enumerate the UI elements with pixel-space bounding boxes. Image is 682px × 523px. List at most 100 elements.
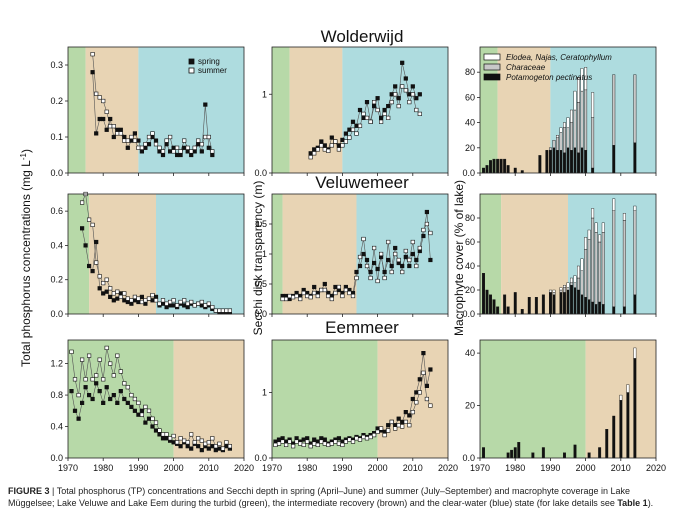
point-summer-1985 (322, 147, 327, 152)
point-spring-1997 (160, 301, 166, 306)
y-axis-label-secchi: Secchi disk transparency (m) (251, 181, 265, 336)
x-tick-label: 2020 (438, 463, 458, 473)
bar-elodea-najas-ceratophyllum-2008 (612, 198, 616, 212)
bar-elodea-najas-ceratophyllum-1999 (580, 258, 584, 271)
bar-potamogeton-pectinatus-1986 (534, 297, 538, 315)
point-spring-2004 (185, 149, 190, 154)
point-spring-1991 (139, 408, 145, 413)
bar-potamogeton-pectinatus-1997 (573, 287, 577, 315)
point-summer-1997 (160, 149, 166, 154)
y-tick-label: 0.8 (50, 390, 63, 400)
point-summer-1989 (336, 441, 342, 446)
legend-chara-swatch (483, 63, 501, 71)
point-spring-1971 (69, 388, 74, 394)
point-summer-1974 (283, 296, 289, 302)
plot-frame (271, 339, 449, 459)
point-spring-1989 (336, 436, 342, 441)
phase-band-recovery (497, 47, 551, 173)
point-summer-1995 (357, 123, 363, 128)
point-summer-1987 (329, 296, 334, 302)
point-spring-2006 (396, 416, 401, 421)
point-summer-1999 (371, 100, 377, 105)
point-summer-1977 (294, 293, 299, 299)
phase-band-turbid (68, 47, 86, 173)
caption-table-ref[interactable]: Table 1 (617, 498, 648, 508)
bar-potamogeton-pectinatus-2006 (605, 429, 609, 459)
point-summer-1978 (94, 91, 99, 96)
point-summer-1980 (101, 280, 106, 286)
point-summer-1981 (104, 277, 109, 282)
point-summer-2008 (199, 299, 204, 305)
point-summer-2007 (196, 138, 201, 143)
point-spring-2000 (171, 303, 176, 308)
point-summer-2009 (203, 134, 208, 140)
panel-veluwemeer-secchi-depth: 0.0 0.5 1 1.5 (254, 193, 449, 319)
point-spring-2009 (203, 102, 208, 107)
bar-elodea-najas-ceratophyllum-1995 (566, 117, 570, 128)
point-spring-2003 (386, 104, 391, 109)
point-summer-1976 (87, 217, 92, 222)
point-spring-1997 (160, 436, 166, 441)
point-spring-2001 (378, 115, 384, 120)
bar-characeae-2011 (622, 220, 626, 307)
point-spring-1995 (153, 428, 159, 433)
y-tick-label: 20 (465, 401, 475, 411)
point-summer-1981 (308, 155, 313, 160)
x-tick-label: 2010 (403, 463, 423, 473)
phase-band-clear (156, 194, 244, 314)
point-spring-1978 (94, 131, 99, 136)
plot-frame (479, 46, 657, 174)
point-summer-2005 (189, 432, 194, 437)
point-summer-1974 (80, 200, 85, 205)
point-summer-1997 (160, 298, 166, 303)
point-spring-2008 (403, 76, 408, 81)
y-tick-label: 0.3 (50, 60, 63, 70)
point-spring-1988 (129, 138, 134, 143)
figure-caption: FIGURE 3 | Total phosphorus (TP) concent… (8, 485, 672, 509)
point-summer-2015 (224, 440, 229, 445)
point-summer-1984 (115, 353, 120, 358)
caption-line-2-end: ). (647, 498, 654, 508)
bar-potamogeton-pectinatus-1973 (489, 294, 492, 315)
bar-characeae-2000 (584, 248, 588, 298)
point-spring-1983 (111, 392, 116, 398)
bar-characeae-1993 (559, 132, 563, 151)
point-spring-2011 (210, 152, 215, 158)
bar-characeae-1992 (556, 137, 559, 151)
point-spring-2004 (185, 304, 190, 310)
legend-spring-label: spring (198, 57, 220, 66)
point-summer-2000 (171, 433, 176, 439)
bar-potamogeton-pectinatus-1982 (520, 309, 524, 315)
bar-elodea-najas-ceratophyllum-1995 (566, 282, 570, 288)
panel-wolderwijd-macrophyte-cover: 0.0 20 40 60 80 (462, 46, 657, 178)
point-summer-2007 (400, 84, 405, 89)
point-summer-1979 (97, 95, 102, 100)
point-summer-1989 (132, 396, 138, 402)
point-summer-2013 (421, 227, 426, 233)
point-summer-1990 (136, 296, 141, 301)
point-summer-1991 (343, 287, 349, 293)
bar-elodea-najas-ceratophyllum-1997 (573, 275, 577, 284)
point-summer-1982 (108, 124, 113, 129)
x-tick-label: 2020 (234, 463, 254, 473)
bar-characeae-1991 (552, 139, 556, 148)
point-spring-1995 (153, 138, 159, 143)
point-spring-1993 (146, 142, 152, 147)
point-summer-2012 (213, 444, 218, 449)
bar-potamogeton-pectinatus-1980 (513, 292, 517, 315)
point-spring-1985 (118, 127, 123, 132)
point-summer-1975 (287, 293, 292, 299)
bar-potamogeton-pectinatus-1978 (506, 306, 510, 315)
phase-band-turbid (68, 194, 90, 314)
point-summer-1993 (146, 408, 152, 413)
point-summer-1989 (336, 147, 342, 152)
point-spring-2008 (199, 149, 204, 154)
point-summer-2007 (400, 424, 405, 429)
bar-characeae-2002 (591, 217, 595, 303)
bar-potamogeton-pectinatus-2000 (584, 150, 588, 174)
bar-elodea-najas-ceratophyllum-1998 (577, 265, 580, 279)
point-spring-2009 (407, 413, 412, 418)
point-spring-2011 (414, 390, 419, 395)
y-tick-label: 0.0 (50, 168, 63, 178)
point-summer-2008 (199, 142, 204, 147)
